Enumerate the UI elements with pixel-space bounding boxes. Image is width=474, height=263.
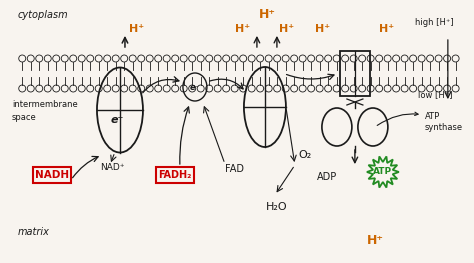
Text: FAD: FAD — [225, 164, 244, 174]
Text: e⁻: e⁻ — [110, 115, 124, 125]
Text: H⁺: H⁺ — [366, 234, 383, 246]
Text: matrix: matrix — [18, 227, 50, 237]
Text: NADH: NADH — [35, 170, 69, 180]
Text: space: space — [12, 113, 37, 122]
Text: e⁻: e⁻ — [190, 83, 200, 92]
Text: NAD⁺: NAD⁺ — [100, 163, 124, 172]
Bar — [340, 51, 370, 96]
Text: high [H⁺]: high [H⁺] — [415, 18, 454, 27]
Bar — [33, 167, 71, 183]
Text: FADH₂: FADH₂ — [158, 170, 191, 180]
Text: intermembrane: intermembrane — [12, 100, 78, 109]
Bar — [156, 167, 194, 183]
Text: H₂O: H₂O — [266, 202, 288, 212]
Text: ATP
synthase: ATP synthase — [377, 112, 463, 132]
Text: H⁺: H⁺ — [379, 24, 394, 34]
Text: H⁺: H⁺ — [258, 8, 275, 22]
Text: H⁺: H⁺ — [315, 24, 330, 34]
Text: ATP: ATP — [374, 168, 392, 176]
Text: H⁺: H⁺ — [129, 24, 145, 34]
Text: ADP: ADP — [317, 172, 337, 182]
Text: H⁺: H⁺ — [279, 24, 294, 34]
Text: cytoplasm: cytoplasm — [18, 10, 69, 20]
Text: O₂: O₂ — [298, 150, 311, 160]
Text: H⁺: H⁺ — [236, 24, 250, 34]
Text: low [H⁺]: low [H⁺] — [418, 90, 452, 99]
